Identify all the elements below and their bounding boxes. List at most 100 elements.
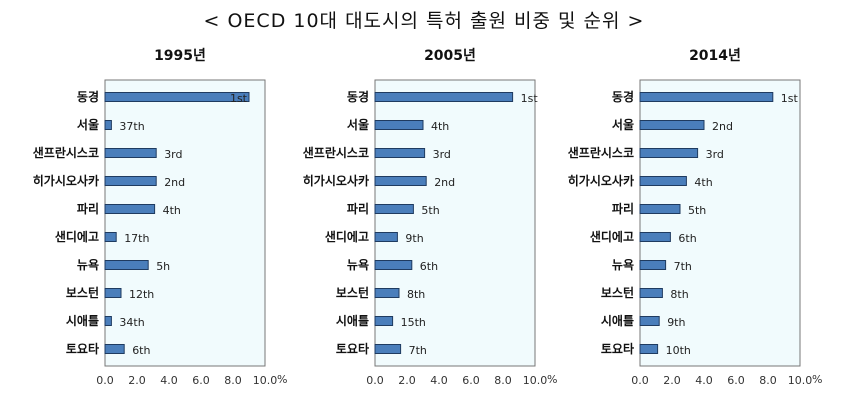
- rank-label: 2nd: [434, 176, 455, 189]
- rank-label: 12th: [129, 288, 154, 301]
- rank-label: 37th: [119, 120, 144, 133]
- panel-title: 1995년: [154, 48, 206, 64]
- rank-label: 1st: [521, 92, 539, 105]
- bar: [374, 232, 398, 242]
- category-label: 샌프란시스코: [568, 145, 634, 160]
- bar: [639, 204, 681, 214]
- rank-label: 3rd: [433, 148, 451, 161]
- category-label: 파리: [347, 201, 369, 216]
- bar: [639, 316, 660, 326]
- x-unit-label: %: [812, 373, 822, 386]
- x-tick-label: 4.0: [430, 374, 448, 387]
- x-tick-label: 4.0: [695, 374, 713, 387]
- panel-title: 2014년: [689, 48, 741, 64]
- x-tick-label: 2.0: [398, 374, 416, 387]
- category-label: 히가시오사카: [568, 173, 634, 188]
- bar: [104, 92, 250, 102]
- category-label: 샌디에고: [55, 229, 99, 244]
- rank-label: 7th: [409, 344, 427, 357]
- category-label: 샌프란시스코: [303, 145, 369, 160]
- bar: [104, 120, 112, 130]
- bar: [374, 148, 426, 158]
- x-tick-label: 0.0: [96, 374, 114, 387]
- rank-label: 6th: [420, 260, 438, 273]
- category-label: 동경: [612, 90, 634, 104]
- rank-label: 3rd: [706, 148, 724, 161]
- bar: [104, 344, 125, 354]
- main-title: < OECD 10대 대도시의 특허 출원 비중 및 순위 >: [203, 10, 645, 32]
- rank-label: 5h: [156, 260, 170, 273]
- category-label: 보스턴: [336, 285, 369, 300]
- bar: [639, 92, 774, 102]
- bar: [639, 288, 663, 298]
- category-label: 토요타: [336, 341, 369, 356]
- category-label: 보스턴: [66, 285, 99, 300]
- bar: [374, 92, 514, 102]
- category-label: 뉴욕: [77, 257, 99, 272]
- rank-label: 8th: [407, 288, 425, 301]
- rank-label: 1st: [781, 92, 799, 105]
- panel-title: 2005년: [424, 48, 476, 64]
- rank-label: 6th: [132, 344, 150, 357]
- x-tick-label: 6.0: [462, 374, 480, 387]
- category-label: 뉴욕: [347, 257, 369, 272]
- x-tick-label: 10.0: [253, 374, 278, 387]
- category-label: 파리: [77, 201, 99, 216]
- bar: [374, 344, 402, 354]
- bar: [104, 232, 117, 242]
- category-label: 샌프란시스코: [33, 145, 99, 160]
- rank-label: 3rd: [164, 148, 182, 161]
- category-label: 서울: [77, 117, 99, 132]
- bar: [639, 120, 705, 130]
- plot-area: [374, 79, 536, 367]
- rank-label: 15th: [401, 316, 426, 329]
- category-label: 파리: [612, 201, 634, 216]
- bar: [374, 176, 427, 186]
- category-label: 시애틀: [601, 313, 634, 328]
- category-label: 토요타: [601, 341, 634, 356]
- x-unit-label: %: [547, 373, 557, 386]
- category-label: 시애틀: [66, 313, 99, 328]
- bar: [639, 344, 659, 354]
- plot-area: [104, 79, 266, 367]
- rank-label: 7th: [674, 260, 692, 273]
- x-tick-label: 4.0: [160, 374, 178, 387]
- rank-label: 4th: [694, 176, 712, 189]
- x-tick-label: 10.0: [523, 374, 548, 387]
- bar: [639, 148, 699, 158]
- bar: [639, 232, 671, 242]
- category-label: 동경: [347, 90, 369, 104]
- category-label: 토요타: [66, 341, 99, 356]
- bar: [374, 288, 400, 298]
- rank-label: 4th: [163, 204, 181, 217]
- bar: [104, 204, 156, 214]
- category-label: 동경: [77, 90, 99, 104]
- category-label: 시애틀: [336, 313, 369, 328]
- bar: [104, 176, 157, 186]
- x-tick-label: 8.0: [759, 374, 777, 387]
- x-tick-label: 2.0: [663, 374, 681, 387]
- bar: [104, 260, 149, 270]
- category-label: 히가시오사카: [33, 173, 99, 188]
- x-tick-label: 8.0: [494, 374, 512, 387]
- rank-label: 9th: [405, 232, 423, 245]
- rank-label: 5th: [688, 204, 706, 217]
- bar: [104, 148, 157, 158]
- rank-label: 4th: [431, 120, 449, 133]
- x-tick-label: 2.0: [128, 374, 146, 387]
- rank-label: 2nd: [712, 120, 733, 133]
- rank-label: 17th: [124, 232, 149, 245]
- rank-label: 34th: [119, 316, 144, 329]
- rank-label: 8th: [670, 288, 688, 301]
- x-unit-label: %: [277, 373, 287, 386]
- category-label: 샌디에고: [590, 229, 634, 244]
- bar: [104, 316, 112, 326]
- bar: [374, 260, 413, 270]
- category-label: 서울: [612, 117, 634, 132]
- category-label: 보스턴: [601, 285, 634, 300]
- bar: [104, 288, 122, 298]
- x-tick-label: 6.0: [192, 374, 210, 387]
